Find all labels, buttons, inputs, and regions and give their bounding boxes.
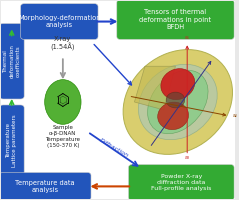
Text: Sample
α-β-DNAN
Temperature
(150-370 K): Sample α-β-DNAN Temperature (150-370 K) xyxy=(45,125,80,148)
Text: a₁: a₁ xyxy=(185,35,190,40)
FancyBboxPatch shape xyxy=(117,0,234,39)
Ellipse shape xyxy=(123,50,233,154)
Text: Diffraction: Diffraction xyxy=(98,138,129,159)
Ellipse shape xyxy=(45,80,81,124)
Text: Temperature data
analysis: Temperature data analysis xyxy=(16,180,75,193)
Text: Morphology-deformation
analysis: Morphology-deformation analysis xyxy=(18,15,101,28)
FancyBboxPatch shape xyxy=(1,1,235,199)
Text: Powder X-ray
diffraction data
Full-profile analysis: Powder X-ray diffraction data Full-profi… xyxy=(151,174,212,191)
Ellipse shape xyxy=(158,102,189,130)
FancyBboxPatch shape xyxy=(21,4,98,39)
Text: Tensors of thermal
deformations in point
BFDH: Tensors of thermal deformations in point… xyxy=(140,9,212,30)
Text: Temperature
Lattice parameters: Temperature Lattice parameters xyxy=(6,114,17,167)
Ellipse shape xyxy=(138,64,217,140)
Ellipse shape xyxy=(147,70,208,134)
FancyBboxPatch shape xyxy=(0,24,24,99)
Text: a₃: a₃ xyxy=(185,155,190,160)
Polygon shape xyxy=(134,66,175,110)
Text: X-ray
(1.54Å): X-ray (1.54Å) xyxy=(51,36,75,51)
Ellipse shape xyxy=(161,69,195,100)
Ellipse shape xyxy=(166,92,185,108)
Text: Thermal
deformation
coefficients: Thermal deformation coefficients xyxy=(3,44,21,78)
FancyBboxPatch shape xyxy=(0,105,24,176)
Text: a₂: a₂ xyxy=(233,113,238,118)
FancyBboxPatch shape xyxy=(129,165,234,200)
FancyBboxPatch shape xyxy=(0,172,91,200)
